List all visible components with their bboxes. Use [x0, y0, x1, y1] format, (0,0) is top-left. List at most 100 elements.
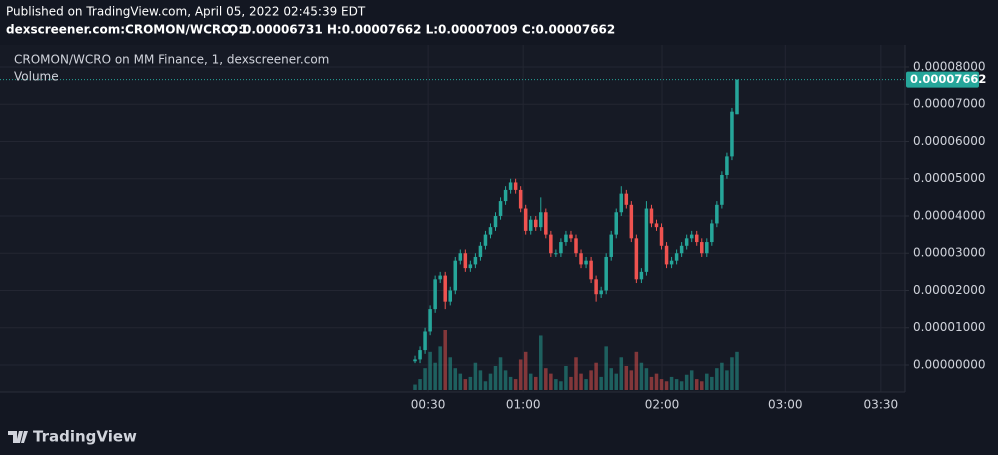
candle-body [533, 219, 538, 228]
candle-body [559, 242, 563, 254]
candle-body [639, 271, 644, 280]
volume-bar [679, 381, 684, 390]
volume-bar [594, 362, 598, 390]
ohlc-line: O:0.00006731 H:0.00007662 L:0.00007009 C… [228, 23, 615, 37]
volume-bar [463, 379, 468, 390]
x-tick-label: 03:30 [864, 398, 899, 412]
volume-bar [423, 368, 427, 390]
volume-bar [574, 357, 578, 390]
candle-body [644, 208, 649, 272]
volume-bar [478, 370, 483, 390]
candle-body [725, 156, 729, 176]
plot-area [0, 45, 905, 392]
volume-bar [498, 357, 503, 390]
volume-bar [453, 368, 458, 390]
candle-body [549, 234, 553, 254]
candle-body [574, 238, 578, 254]
candle-body [599, 290, 603, 295]
candle-body [443, 275, 447, 302]
volume-bar [413, 384, 417, 390]
candle-body [483, 234, 488, 246]
candle-body [423, 331, 427, 351]
candle-body [508, 182, 513, 190]
volume-bar [483, 381, 488, 390]
volume-bar [614, 373, 619, 390]
candle-body [468, 264, 473, 269]
candle-body [589, 260, 593, 280]
candle-body [689, 234, 694, 239]
candle-body [488, 227, 493, 235]
volume-bar [654, 373, 659, 390]
volume-bar [564, 366, 568, 390]
y-tick-label: 0.00005000 [913, 171, 986, 185]
candle-body [629, 204, 634, 239]
volume-bar [584, 379, 588, 390]
volume-bar [694, 379, 699, 390]
candle-body [418, 350, 422, 360]
candle-body [659, 227, 664, 246]
candle-body [493, 215, 498, 228]
volume-bar [448, 357, 452, 390]
candle-body [473, 256, 478, 265]
brand-logo: TradingView [8, 428, 137, 446]
volume-bar [639, 362, 644, 390]
volume-bar [554, 379, 558, 390]
volume-bar [533, 376, 538, 390]
volume-bar [433, 362, 437, 390]
volume-bar [428, 351, 432, 390]
candle-body [528, 219, 533, 231]
y-tick-label: 0.00002000 [913, 283, 986, 297]
volume-bar [468, 376, 473, 390]
candle-body [539, 212, 543, 228]
volume-bar [674, 379, 679, 390]
legend-title: CROMON/WCRO on MM Finance, 1, dexscreene… [14, 53, 329, 67]
volume-bar [488, 373, 493, 390]
candle-body [523, 208, 528, 231]
x-tick-label: 02:00 [645, 398, 680, 412]
candle-body [720, 175, 724, 205]
volume-bar [438, 346, 442, 390]
volume-bar [559, 381, 563, 390]
volume-bar [624, 366, 629, 390]
volume-bar [644, 368, 649, 390]
y-tick-label: 0.00004000 [913, 208, 986, 222]
y-tick-label: 0.00007000 [913, 97, 986, 111]
candle-body [700, 242, 704, 254]
volume-bar [443, 330, 447, 390]
candle-body [458, 253, 463, 261]
candle-body [453, 260, 458, 291]
volume-bar [473, 362, 478, 390]
candle-body [619, 193, 624, 213]
volume-bar [609, 368, 613, 390]
candle-body [614, 212, 619, 235]
volume-bar [493, 366, 498, 390]
volume-bar [503, 370, 508, 390]
volume-bar [720, 362, 724, 390]
candle-body [554, 253, 558, 255]
volume-bar [518, 359, 523, 390]
candle-body [438, 275, 442, 280]
symbol-line: dexscreener.com:CROMON/WCRO, 1 [6, 23, 248, 37]
candle-body [513, 182, 518, 190]
candle-body [669, 260, 674, 265]
candle-body [634, 238, 639, 280]
candle-body [684, 238, 689, 246]
volume-bar [619, 357, 624, 390]
candle-body [579, 253, 583, 265]
brand: TradingView [33, 428, 137, 446]
candle-body [649, 208, 654, 224]
volume-bar [735, 351, 739, 390]
volume-bar [725, 370, 729, 390]
volume-bar [549, 373, 553, 390]
volume-bar [544, 368, 548, 390]
legend-volume: Volume [14, 70, 59, 84]
candle-body [569, 234, 573, 239]
candle-body [544, 212, 548, 235]
grid [0, 45, 905, 392]
volume-bar [523, 351, 528, 390]
candle-body [594, 279, 598, 295]
volume-bar [569, 376, 573, 390]
volume-bar [684, 374, 689, 390]
candle-body [518, 189, 523, 209]
candle-body [735, 79, 739, 115]
